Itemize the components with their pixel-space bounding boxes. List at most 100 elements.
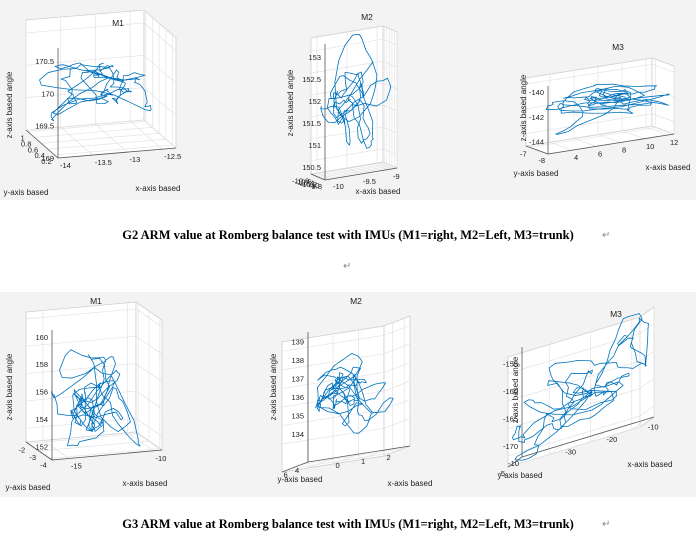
z-axis-label: z-axis based angle — [519, 74, 528, 141]
y-tick-label: 0.6 — [28, 145, 38, 154]
z-tick-label: 156 — [35, 388, 48, 397]
z-tick-label: 139 — [291, 337, 304, 346]
gridline-z — [25, 119, 145, 131]
gridline-z — [143, 55, 177, 84]
z-tick-label: 152.5 — [302, 75, 321, 84]
gridline-z — [25, 308, 137, 320]
gridline-x — [590, 431, 605, 443]
z-tick-label: -140 — [529, 88, 544, 97]
x-axis-label: x-axis based — [646, 163, 691, 172]
data-trace — [315, 353, 394, 434]
z-tick-label: 154 — [35, 415, 48, 424]
z-axis-label: z-axis based angle — [511, 356, 520, 423]
x-axis-label: x-axis based — [388, 479, 433, 488]
caption-g2: G2 ARM value at Romberg balance test wit… — [122, 228, 574, 242]
y-tick-label: -4 — [40, 461, 47, 470]
gridline-z — [25, 22, 145, 34]
gridline-y — [290, 452, 393, 470]
x-axis-line — [324, 167, 398, 181]
x-tick-label: 0 — [336, 461, 340, 470]
gridline-z — [25, 417, 137, 429]
gridline-z — [383, 399, 411, 410]
gridline-y — [41, 132, 160, 144]
x-tick-label: -9 — [393, 172, 400, 181]
z-tick-label: 151 — [308, 141, 321, 150]
z-tick-label: -155 — [503, 360, 518, 369]
x-tick-label: -30 — [565, 448, 576, 457]
gridline-x — [631, 419, 646, 430]
data-trace — [320, 33, 392, 149]
z-tick-label: 169 — [41, 154, 54, 163]
chart-title: M1 — [90, 296, 102, 306]
y-tick-label: -7 — [520, 149, 527, 158]
chart-title: M1 — [112, 18, 124, 28]
caption-g3-mark: ↵ — [602, 519, 611, 530]
back-wall-yz — [382, 25, 398, 169]
y-axis-label: y-axis based — [498, 471, 543, 480]
gridline-y — [312, 162, 385, 175]
caption-g2-mark: ↵ — [602, 230, 611, 241]
y-tick-label: 0.8 — [21, 139, 31, 148]
gridline-z — [383, 417, 411, 429]
gridline-y — [47, 138, 166, 150]
x-tick-label: -13 — [129, 155, 140, 164]
x-axis-line — [51, 449, 163, 461]
z-tick-label: 153 — [308, 53, 321, 62]
z-axis-label: z-axis based angle — [5, 71, 14, 138]
gridline-z — [507, 388, 641, 429]
gridline-y — [319, 165, 392, 179]
gridline-y — [317, 164, 390, 178]
gridline-z — [383, 362, 411, 373]
y-axis-label: y-axis based — [514, 169, 559, 178]
caption-g3: G3 ARM value at Romberg balance test wit… — [122, 517, 574, 531]
x-axis-label: x-axis based — [356, 187, 401, 196]
y-tick-label: -9.8 — [309, 182, 322, 191]
gridline-z — [639, 323, 655, 334]
y-tick-label: -10.8 — [292, 177, 309, 186]
z-tick-label: 170.5 — [35, 57, 54, 66]
y-tick-label: -10.4 — [297, 179, 314, 188]
gridline-x — [129, 120, 163, 150]
x-tick-label: -9.5 — [363, 177, 376, 186]
chart-g2-m1: -14 -13.5 -13 -12.5 0.20.40.60.81 169 169.5 170… — [4, 10, 181, 197]
gridline-z — [25, 54, 145, 66]
paragraph-mark: ↵ — [343, 261, 352, 272]
gridline-x — [95, 123, 128, 153]
y-axis-line — [507, 456, 523, 468]
gridline-y — [314, 163, 387, 176]
z-tick-label: 134 — [291, 430, 304, 439]
z-tick-label: 169.5 — [35, 122, 54, 131]
z-tick-label: 135 — [291, 412, 304, 421]
y-tick-label: 1 — [21, 133, 25, 142]
data-trace — [39, 62, 152, 122]
z-axis-label: z-axis based angle — [5, 353, 14, 420]
x-tick-label: 10 — [646, 142, 654, 151]
x-tick-label: 8 — [622, 146, 626, 155]
z-tick-label: 151.5 — [302, 119, 321, 128]
x-axis-line — [547, 133, 675, 155]
chart-g3-m2: 0 1 2 46 134 135 136 137 138 139 M2 x-axis based y-a… — [269, 296, 433, 488]
gridline-y — [529, 126, 656, 148]
x-axis-line — [307, 445, 411, 463]
x-tick-label: -20 — [607, 435, 618, 444]
chart-title: M2 — [350, 296, 362, 306]
y-axis-line — [525, 145, 549, 155]
data-trace — [545, 83, 670, 135]
z-tick-label: 137 — [291, 374, 304, 383]
gridline-z — [525, 63, 653, 85]
y-tick-label: -10 — [309, 181, 320, 190]
z-tick-label: 138 — [291, 356, 304, 365]
chart-title: M3 — [612, 42, 624, 52]
y-tick-label: -10.6 — [295, 178, 312, 187]
y-axis-label: y-axis based — [4, 188, 49, 197]
z-tick-label: -142 — [529, 113, 544, 122]
gridline-y — [49, 448, 160, 459]
gridline-y — [302, 447, 405, 465]
gridline-y — [507, 426, 641, 468]
gridline-x — [549, 444, 564, 455]
gridline-y — [27, 121, 146, 132]
gridline-y — [34, 127, 153, 138]
y-axis-line — [310, 173, 326, 181]
z-tick-label: 136 — [291, 393, 304, 402]
chart-g2-m3: 4 6 8 10 12 -8 -7-144 -142 -140 M3 x-axis based y-a… — [514, 42, 691, 178]
